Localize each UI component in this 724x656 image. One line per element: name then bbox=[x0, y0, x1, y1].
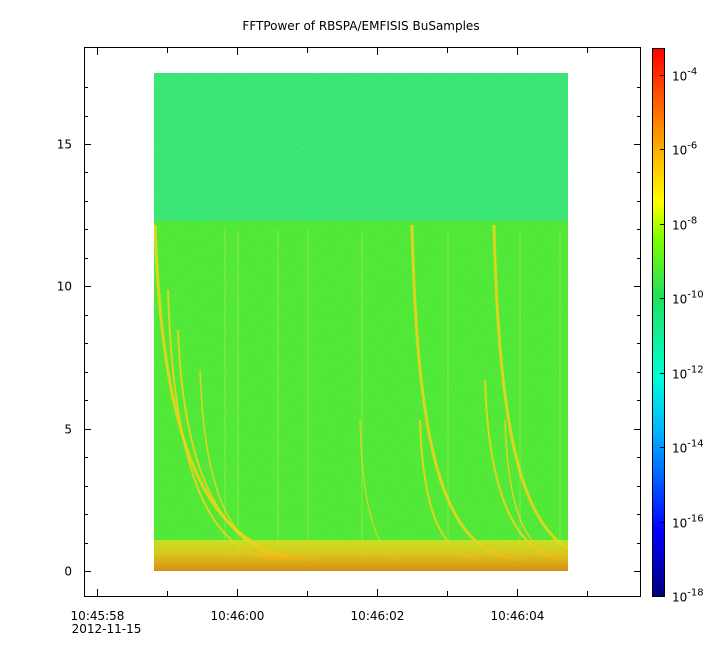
colorbar-tick-label: 10-16 bbox=[672, 514, 704, 531]
x-tick-label: 10:46:04 bbox=[491, 609, 545, 623]
x-tick-date-label: 2012-11-15 bbox=[72, 622, 142, 636]
x-tick-label: 10:46:02 bbox=[351, 609, 405, 623]
colorbar-tick-label: 10-8 bbox=[672, 216, 697, 233]
x-tick-label: 10:46:00 bbox=[211, 609, 265, 623]
colorbar bbox=[652, 48, 665, 597]
colorbar-tick-label: 10-10 bbox=[672, 290, 704, 307]
y-tick-label: 5 bbox=[64, 423, 72, 437]
spectrogram-image bbox=[154, 73, 568, 571]
noise-texture bbox=[154, 73, 568, 571]
y-tick-label: 0 bbox=[64, 565, 72, 579]
low-frequency-band bbox=[154, 540, 568, 571]
colorbar-tick-label: 10-6 bbox=[672, 141, 697, 158]
chorus-streak bbox=[492, 224, 568, 551]
colorbar-tick-label: 10-4 bbox=[672, 67, 697, 84]
y-tick-label: 15 bbox=[57, 138, 72, 152]
x-tick-label: 10:45:58 bbox=[71, 609, 125, 623]
colorbar-tick-label: 10-18 bbox=[672, 588, 704, 605]
chart-title: FFTPower of RBSPA/EMFISIS BuSamples bbox=[242, 19, 479, 33]
colorbar-tick-label: 10-12 bbox=[672, 365, 704, 382]
colorbar-tick-label: 10-14 bbox=[672, 439, 704, 456]
y-tick-label: 10 bbox=[57, 280, 72, 294]
